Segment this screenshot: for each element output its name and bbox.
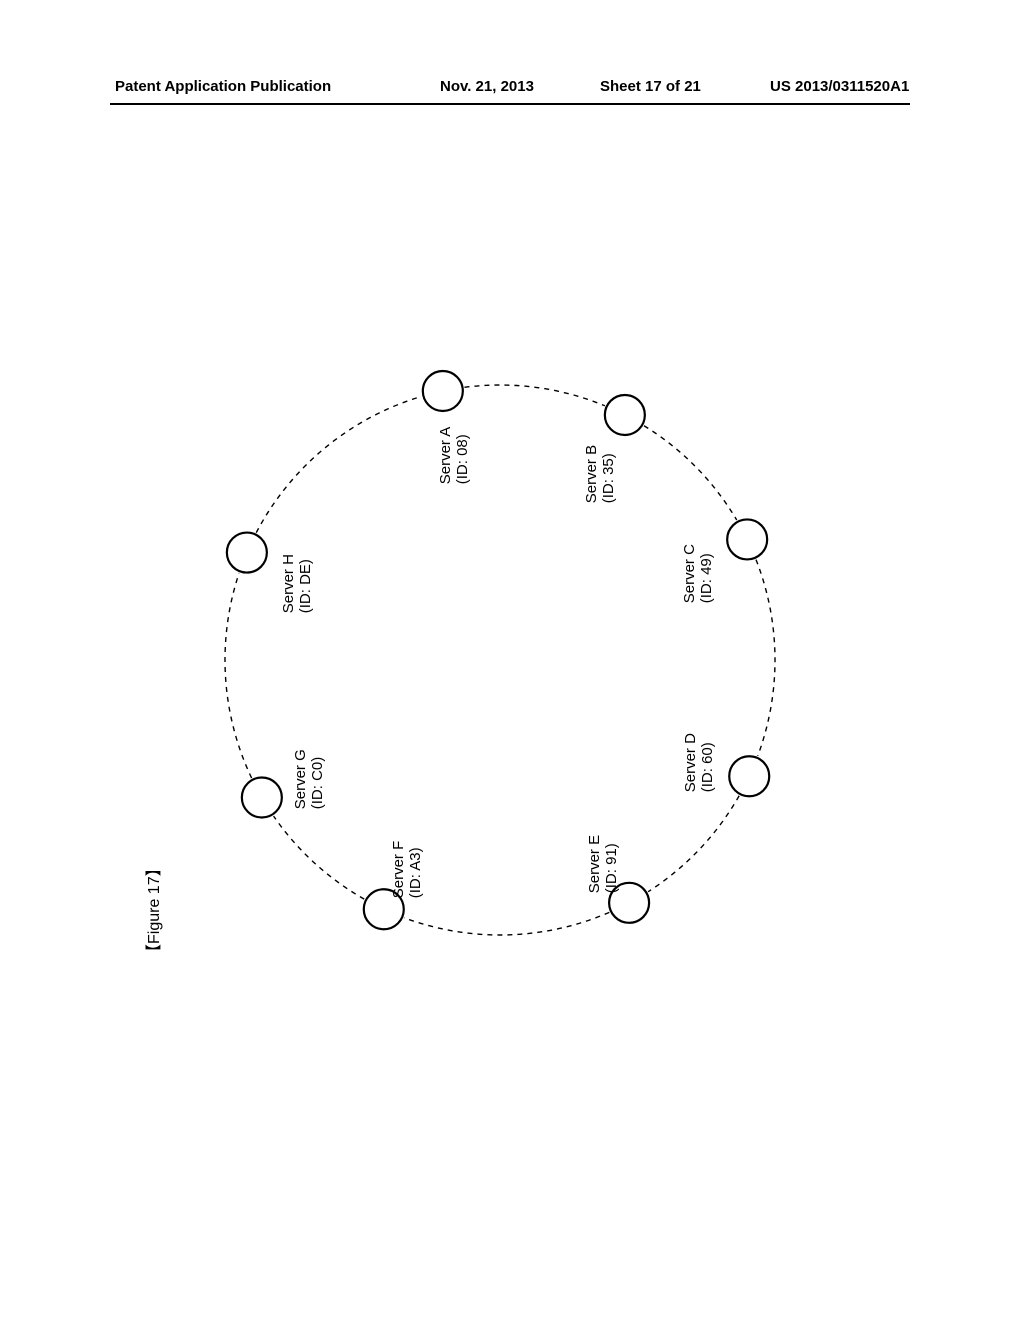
server-label-h: Server H(ID: DE) [280, 533, 315, 613]
server-label-c: Server C(ID: 49) [680, 523, 715, 603]
ring-diagram: 【Figure 17】 Server A(ID: 08)Server B(ID:… [0, 0, 1024, 1320]
server-id: (ID: 35) [600, 423, 617, 503]
server-id: (ID: 49) [698, 523, 715, 603]
ring-arc [644, 426, 737, 520]
server-name: Server D [682, 712, 699, 792]
server-label-g: Server G(ID: C0) [292, 729, 327, 809]
server-name: Server F [390, 819, 407, 899]
server-label-b: Server B(ID: 35) [583, 423, 618, 503]
server-label-d: Server D(ID: 60) [682, 712, 717, 792]
ring-arc [756, 560, 775, 756]
ring-arc [256, 396, 421, 532]
server-label-f: Server F(ID: A3) [390, 819, 425, 899]
page: Patent Application Publication Nov. 21, … [0, 0, 1024, 1320]
server-name: Server H [280, 533, 297, 613]
server-name: Server B [583, 423, 600, 503]
server-id: (ID: 91) [603, 813, 620, 893]
server-id: (ID: 60) [699, 712, 716, 792]
server-id: (ID: A3) [407, 819, 424, 899]
server-label-e: Server E(ID: 91) [586, 813, 621, 893]
server-node-d [729, 756, 769, 796]
ring-arc [465, 385, 605, 406]
server-id: (ID: DE) [297, 533, 314, 613]
server-node-c [727, 519, 767, 559]
server-name: Server C [680, 523, 697, 603]
server-id: (ID: 08) [454, 404, 471, 484]
ring-arc [648, 796, 739, 892]
server-label-a: Server A(ID: 08) [437, 404, 472, 484]
server-name: Server E [586, 813, 603, 893]
ring-arc [225, 573, 252, 778]
ring-svg [0, 0, 1024, 1320]
server-name: Server A [437, 404, 454, 484]
ring-arc [404, 912, 609, 935]
server-id: (ID: C0) [309, 729, 326, 809]
server-name: Server G [292, 729, 309, 809]
server-node-g [242, 778, 282, 818]
server-node-h [227, 533, 267, 573]
ring-arc [274, 816, 365, 899]
